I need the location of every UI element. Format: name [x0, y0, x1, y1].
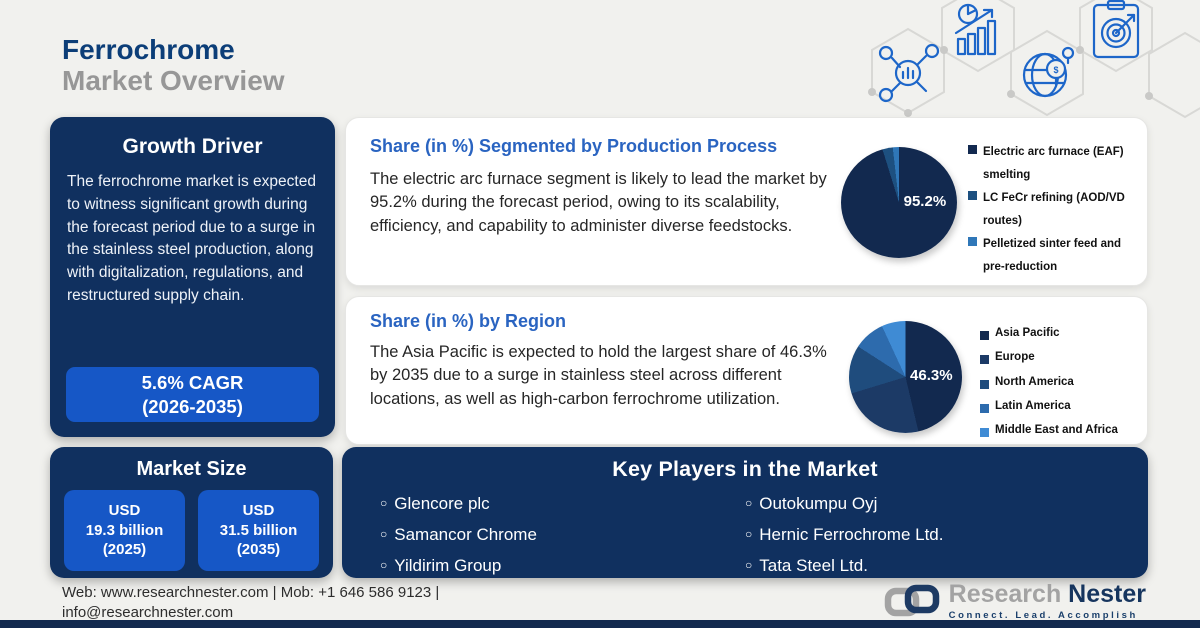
- research-nester-logo: Research Nester Connect. Lead. Accomplis…: [883, 580, 1146, 622]
- market-size-year: (2035): [236, 541, 281, 559]
- region-pie-value-label: 46.3%: [910, 366, 953, 384]
- legend-item: Latin America: [980, 400, 1170, 414]
- chain-link-icon: [884, 584, 939, 617]
- legend-item: North America: [980, 376, 1170, 390]
- region-legend: Asia Pacific Europe North America Latin …: [980, 327, 1170, 448]
- legend-item: Electric arc furnace (EAF) smelting: [968, 141, 1136, 187]
- legend-swatch: [980, 428, 989, 438]
- key-players-column-1: Glencore plc Samancor Chrome Yildirim Gr…: [380, 489, 745, 582]
- legend-item: Europe: [980, 351, 1170, 365]
- legend-label: Pelletized sinter feed and pre-reduction: [983, 238, 1122, 273]
- legend-item: Asia Pacific: [980, 327, 1170, 341]
- logo-name: Research Nester: [948, 579, 1146, 608]
- legend-item: Pelletized sinter feed and pre-reduction: [968, 233, 1136, 279]
- region-pie-chart: 46.3%: [849, 321, 962, 433]
- legend-swatch: [980, 331, 989, 340]
- production-legend: Electric arc furnace (EAF) smelting LC F…: [968, 141, 1136, 279]
- market-research-icon: [878, 43, 940, 103]
- market-size-currency: USD: [242, 501, 275, 519]
- production-pie-value-label: 95.2%: [903, 192, 947, 210]
- cagr-badge: 5.6% CAGR (2026-2035): [66, 367, 319, 422]
- legend-label: Electric arc furnace (EAF) smelting: [983, 146, 1124, 181]
- market-size-amount: 31.5 billion: [219, 521, 298, 539]
- legend-swatch: [980, 355, 989, 365]
- key-player-item: Outokumpu Oyj: [745, 489, 1110, 520]
- legend-label: Latin America: [995, 399, 1071, 412]
- legend-swatch: [968, 145, 977, 154]
- market-size-year: (2025): [102, 541, 147, 559]
- market-size-currency: USD: [108, 501, 141, 519]
- contact-info: Web: www.researchnester.com | Mob: +1 64…: [62, 583, 439, 624]
- bottom-accent-bar: [0, 620, 1200, 628]
- growth-driver-body: The ferrochrome market is expected to wi…: [67, 173, 316, 304]
- growth-chart-icon: [954, 3, 997, 56]
- logo-name-nester: Nester: [1068, 579, 1146, 608]
- page-title: Ferrochrome Market Overview: [62, 34, 285, 97]
- key-player-item: Glencore plc: [380, 489, 745, 520]
- legend-swatch: [980, 403, 989, 413]
- page-title-line2: Market Overview: [62, 65, 285, 97]
- cagr-period: (2026-2035): [142, 395, 243, 417]
- legend-item: Middle East and Africa: [980, 424, 1170, 438]
- legend-swatch: [968, 191, 977, 200]
- legend-swatch: [980, 379, 989, 389]
- legend-item: LC FeCr refining (AOD/VD routes): [968, 187, 1136, 233]
- region-panel-title: Share (in %) by Region: [370, 311, 567, 331]
- key-player-item: Hernic Ferrochrome Ltd.: [745, 520, 1110, 551]
- contact-line2: info@researchnester.com: [62, 604, 234, 622]
- production-panel-body: The electric arc furnace segment is like…: [370, 170, 827, 235]
- market-size-values: USD 19.3 billion (2025) USD 31.5 billion…: [50, 481, 333, 571]
- key-players-title: Key Players in the Market: [612, 457, 878, 481]
- legend-label: Europe: [995, 351, 1035, 364]
- logo-tagline: Connect. Lead. Accomplish: [948, 609, 1138, 621]
- market-size-title: Market Size: [136, 458, 247, 480]
- key-players-card: Key Players in the Market Glencore plc S…: [342, 447, 1148, 578]
- production-panel-title: Share (in %) Segmented by Production Pro…: [370, 136, 778, 156]
- key-player-item: Samancor Chrome: [380, 520, 745, 551]
- market-size-2025: USD 19.3 billion (2025): [64, 490, 185, 571]
- legend-label: Middle East and Africa: [995, 424, 1118, 437]
- hexagon-decoration: $: [868, 0, 1200, 119]
- growth-driver-title: Growth Driver: [122, 135, 263, 158]
- logo-name-research: Research: [948, 579, 1062, 608]
- target-plan-icon: [1092, 0, 1140, 59]
- key-player-item: Tata Steel Ltd.: [745, 551, 1110, 582]
- key-players-column-2: Outokumpu Oyj Hernic Ferrochrome Ltd. Ta…: [745, 489, 1110, 582]
- page-title-line1: Ferrochrome: [62, 34, 235, 65]
- legend-label: North America: [995, 375, 1074, 388]
- market-size-2035: USD 31.5 billion (2035): [198, 490, 319, 571]
- legend-label: Asia Pacific: [995, 327, 1060, 339]
- market-size-amount: 19.3 billion: [85, 521, 164, 539]
- key-player-item: Yildirim Group: [380, 551, 745, 582]
- region-panel: Share (in %) by Region The Asia Pacific …: [345, 296, 1148, 445]
- market-size-card: Market Size USD 19.3 billion (2025) USD …: [50, 447, 333, 578]
- production-process-panel: Share (in %) Segmented by Production Pro…: [345, 117, 1148, 286]
- dollar-icon: $: [1053, 65, 1058, 75]
- legend-swatch: [968, 237, 977, 246]
- production-pie-chart: 95.2%: [841, 147, 957, 258]
- legend-label: LC FeCr refining (AOD/VD routes): [983, 192, 1125, 227]
- contact-line1: Web: www.researchnester.com | Mob: +1 64…: [62, 584, 440, 601]
- growth-driver-card: Growth Driver The ferrochrome market is …: [50, 117, 335, 437]
- cagr-value: 5.6% CAGR: [141, 372, 244, 394]
- global-market-icon: [1022, 46, 1075, 98]
- region-panel-body: The Asia Pacific is expected to hold the…: [370, 343, 827, 408]
